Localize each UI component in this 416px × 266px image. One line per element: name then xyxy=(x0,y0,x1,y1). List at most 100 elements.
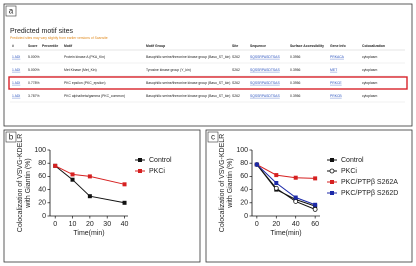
legend-marker xyxy=(138,169,142,173)
table-cell: 0.778% xyxy=(28,81,40,85)
series-line xyxy=(54,165,125,204)
y-tick-label: 100 xyxy=(236,147,248,154)
table-cell: Tyrosine kinase group (Y_kin) xyxy=(146,68,191,72)
series-line xyxy=(256,164,316,179)
table-cell: 1 ADI xyxy=(12,94,20,98)
x-axis-label: Time(min) xyxy=(270,230,301,237)
table-cell: cytoplasm xyxy=(362,94,377,98)
x-tick-label: 40 xyxy=(121,221,129,228)
y-tick-label: 80 xyxy=(240,160,248,167)
table-cell: S262 xyxy=(232,68,240,72)
highlight-box xyxy=(8,76,408,90)
legend-label: PKCi xyxy=(341,168,357,175)
y-tick-label: 100 xyxy=(34,147,46,154)
series-line xyxy=(256,164,316,207)
table-cell: Basophilic serine/threonine kinase group… xyxy=(146,81,230,85)
y-tick-label: 20 xyxy=(38,200,46,207)
table-cell: S262 xyxy=(232,94,240,98)
table-note: Predicted sites may vary slightly from e… xyxy=(10,36,108,40)
legend-marker xyxy=(329,168,335,174)
panel-b-frame xyxy=(3,129,201,263)
marker xyxy=(87,194,92,199)
marker xyxy=(122,182,127,187)
table-cell: cytoplasm xyxy=(362,68,377,72)
marker xyxy=(274,173,279,178)
panel-label-box xyxy=(5,5,17,17)
panel-c-frame xyxy=(205,129,413,263)
y-tick-label: 60 xyxy=(38,173,46,180)
legend-label: PKCi xyxy=(149,168,165,175)
table-cell: 1 ADI xyxy=(12,55,20,59)
series-line xyxy=(54,165,125,185)
series-line xyxy=(256,164,316,206)
column-header: # xyxy=(12,44,14,48)
y-axis-label: Colocalization of VSVG-KDELR xyxy=(219,134,226,232)
marker xyxy=(312,206,318,212)
legend-marker xyxy=(330,191,334,195)
table-cell: 0.3956 xyxy=(290,81,300,85)
marker xyxy=(53,163,58,168)
column-header: Sequence xyxy=(250,44,266,48)
table-cell: PKC alpha/beta/gamma (PKC_common) xyxy=(64,94,125,98)
table-cell: 3.787% xyxy=(28,94,40,98)
table-cell: PRKACA xyxy=(330,55,345,59)
marker xyxy=(87,174,92,179)
table-cell: MET xyxy=(330,68,337,72)
x-tick-label: 10 xyxy=(69,221,77,228)
table-cell: PKC epsilon (PKC_epsilon) xyxy=(64,81,105,85)
column-header: Gene Info xyxy=(330,44,346,48)
panel-label-box xyxy=(5,131,17,143)
table-cell: Met Kinase (Met_Kin) xyxy=(64,68,97,72)
table-cell: SQSSRPASDTSAS xyxy=(250,94,280,98)
legend-label: Control xyxy=(149,157,172,164)
y-tick-label: 0 xyxy=(42,213,46,220)
x-tick-label: 0 xyxy=(53,221,57,228)
panel-label-box xyxy=(207,131,219,143)
table-cell: 0.3956 xyxy=(290,94,300,98)
table-cell: Basophilic serine/threonine kinase group… xyxy=(146,94,230,98)
panel-label: a xyxy=(9,7,14,16)
marker xyxy=(313,202,318,207)
x-tick-label: 40 xyxy=(292,221,300,228)
y-axis-label: with Giantin (%) xyxy=(227,158,234,208)
y-tick-label: 0 xyxy=(244,213,248,220)
table-cell: Protein kinase A (PKA_Kin) xyxy=(64,55,105,59)
panel-a-frame xyxy=(3,3,413,127)
column-header: Percentile xyxy=(42,44,58,48)
table-cell: 5.000% xyxy=(28,68,40,72)
marker xyxy=(122,200,127,205)
column-header: Colocalization xyxy=(362,44,385,48)
table-cell: S262 xyxy=(232,81,240,85)
table-cell: PRKCB xyxy=(330,94,342,98)
table-cell: 1 ADI xyxy=(12,68,20,72)
x-tick-label: 20 xyxy=(86,221,94,228)
column-header: Motif xyxy=(64,44,73,48)
legend-label: PKC/PTPβ S262A xyxy=(341,179,398,186)
x-tick-label: 0 xyxy=(255,221,259,228)
marker xyxy=(313,176,318,181)
column-header: Score xyxy=(28,44,38,48)
y-tick-label: 80 xyxy=(38,160,46,167)
y-axis-label: Colocalization of VSVG-KDELR xyxy=(17,134,24,232)
table-cell: S262 xyxy=(232,55,240,59)
y-tick-label: 60 xyxy=(240,173,248,180)
y-tick-label: 20 xyxy=(240,200,248,207)
marker xyxy=(274,181,279,185)
legend-label: PKC/PTPβ S262D xyxy=(341,190,398,197)
table-cell: 0.3956 xyxy=(290,55,300,59)
table-title: Predicted motif sites xyxy=(10,28,74,35)
panel-label: b xyxy=(9,133,14,142)
table-cell: 0.3956 xyxy=(290,68,300,72)
y-axis-label: with Giantin (%) xyxy=(25,158,32,208)
x-tick-label: 60 xyxy=(311,221,319,228)
table-cell: 5.000% xyxy=(28,55,40,59)
y-tick-label: 40 xyxy=(38,186,46,193)
table-cell: 1 ADI xyxy=(12,81,20,85)
marker xyxy=(70,172,75,177)
legend-marker xyxy=(138,158,142,162)
column-header: Site xyxy=(232,44,238,48)
x-tick-label: 30 xyxy=(103,221,111,228)
column-header: Motif Group xyxy=(146,44,165,48)
table-cell: SQSSRPASDTSAS xyxy=(250,81,280,85)
